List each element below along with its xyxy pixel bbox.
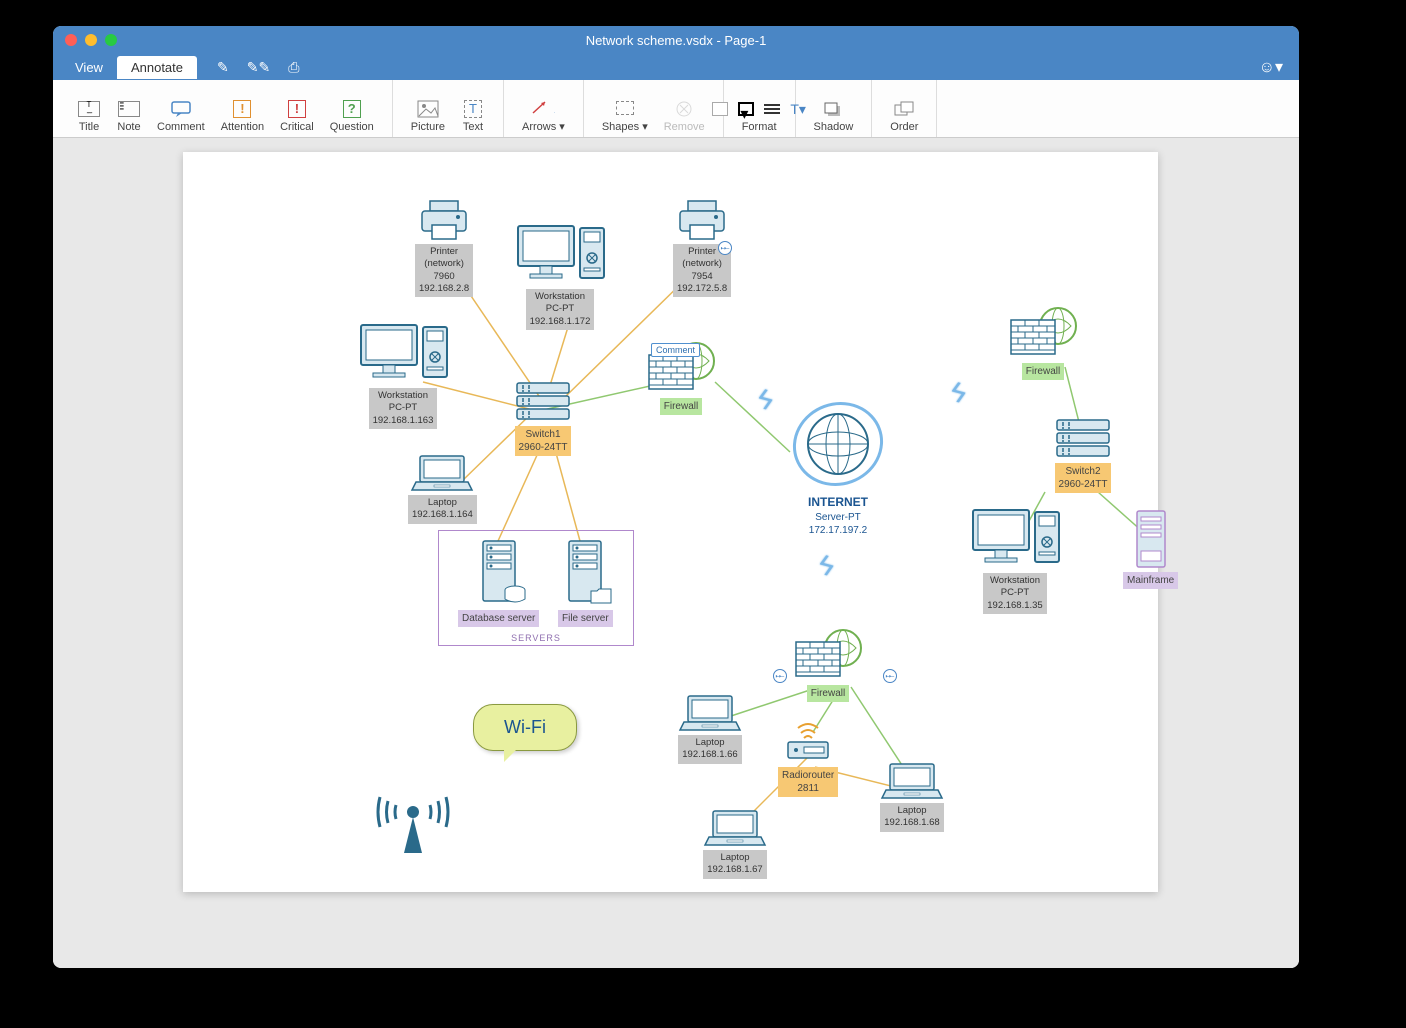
node-label: Firewall: [807, 685, 849, 702]
node-laptop4[interactable]: Laptop192.168.1.67: [703, 807, 767, 879]
node-ws3[interactable]: WorkstationPC-PT192.168.1.35: [965, 502, 1065, 614]
server-icon: [475, 537, 523, 609]
wifi-label: Wi-Fi: [504, 717, 546, 737]
signature-icon[interactable]: ✎: [217, 59, 229, 76]
wifi-antenna-icon: [368, 767, 458, 862]
question-button[interactable]: ?Question: [322, 85, 382, 137]
remove-button: Remove: [656, 85, 713, 137]
node-label: WorkstationPC-PT192.168.1.163: [369, 388, 438, 429]
page: SERVERS Printer(network)7960192.168.2.8 …: [183, 152, 1158, 892]
sign-multi-icon[interactable]: ✎✎: [247, 59, 270, 76]
node-printer1[interactable]: Printer(network)7960192.168.2.8: [415, 197, 473, 297]
link-marker-icon[interactable]: 𐎀: [773, 669, 787, 683]
node-switch2[interactable]: Switch22960-24TT: [1051, 414, 1115, 493]
node-label: WorkstationPC-PT192.168.1.35: [983, 573, 1046, 614]
menubar: ViewAnnotate ✎ ✎✎ ⎙ ☺▾: [53, 54, 1299, 80]
node-laptop1[interactable]: Laptop192.168.1.164: [408, 452, 477, 524]
app-window: Network scheme.vsdx - Page-1 ViewAnnotat…: [53, 26, 1299, 968]
text-button[interactable]: TText: [453, 85, 493, 137]
node-label: Laptop192.168.1.164: [408, 495, 477, 524]
node-label: Firewall: [1022, 363, 1064, 380]
laptop-icon: [678, 692, 742, 734]
node-label: Radiorouter2811: [778, 767, 838, 797]
close-button[interactable]: [65, 34, 77, 46]
toolbar: T---Title━━━NoteComment!Attention!Critic…: [53, 80, 1299, 138]
node-label: File server: [558, 610, 613, 627]
router-icon: [780, 722, 836, 766]
printer-icon: 𐎀: [674, 197, 730, 243]
node-label: WorkstationPC-PT192.168.1.172: [526, 289, 595, 330]
tab-annotate[interactable]: Annotate: [117, 56, 197, 79]
node-label: INTERNETServer-PT172.17.197.2: [804, 493, 872, 539]
node-label: Laptop192.168.1.66: [678, 735, 741, 764]
arrows-button[interactable]: Arrows ▾: [514, 85, 573, 137]
feedback-icon[interactable]: ☺▾: [1259, 57, 1291, 77]
node-label: Switch22960-24TT: [1055, 463, 1112, 493]
node-fw1[interactable]: Comment Firewall: [641, 337, 721, 415]
attention-button[interactable]: !Attention: [213, 85, 272, 137]
node-internet[interactable]: INTERNETServer-PT172.17.197.2: [788, 402, 888, 539]
shadow-button[interactable]: Shadow: [806, 85, 862, 137]
node-mainframe[interactable]: Mainframe: [1123, 507, 1178, 589]
node-label: Laptop192.168.1.67: [703, 850, 766, 879]
node-laptop2[interactable]: Laptop192.168.1.66: [678, 692, 742, 764]
node-label: Laptop192.168.1.68: [880, 803, 943, 832]
node-label: Mainframe: [1123, 572, 1178, 589]
node-label: Firewall: [660, 398, 702, 415]
canvas[interactable]: SERVERS Printer(network)7960192.168.2.8 …: [53, 138, 1299, 968]
comment-button[interactable]: Comment: [149, 85, 213, 137]
tab-view[interactable]: View: [61, 56, 117, 79]
workstation-icon: [510, 218, 610, 288]
node-fileserver[interactable]: File server: [558, 537, 613, 627]
shapes-button[interactable]: Shapes ▾: [594, 85, 656, 137]
lightning-icon: ϟ: [947, 376, 970, 411]
globe-icon: [788, 402, 888, 492]
laptop-icon: [703, 807, 767, 849]
lightning-icon: ϟ: [815, 549, 838, 584]
mainframe-icon: [1131, 507, 1171, 571]
printer-icon: [416, 197, 472, 243]
firewall-icon: 𐎀𐎀: [788, 624, 868, 684]
node-fw2[interactable]: Firewall: [1003, 302, 1083, 380]
format-button[interactable]: ▾T▾Format: [734, 85, 785, 137]
wifi-callout[interactable]: Wi-Fi: [473, 704, 577, 751]
workstation-icon: [965, 502, 1065, 572]
node-ws1[interactable]: WorkstationPC-PT192.168.1.172: [510, 218, 610, 330]
node-printer2[interactable]: 𐎀 Printer(network)7954192.172.5.8: [673, 197, 731, 297]
picture-button[interactable]: Picture: [403, 85, 453, 137]
title-button[interactable]: T---Title: [69, 85, 109, 137]
node-fw3[interactable]: 𐎀𐎀 Firewall: [788, 624, 868, 702]
laptop-icon: [880, 760, 944, 802]
switch-icon: [1051, 414, 1115, 462]
server-icon: [561, 537, 609, 609]
laptop-icon: [410, 452, 474, 494]
note-button[interactable]: ━━━Note: [109, 85, 149, 137]
window-title: Network scheme.vsdx - Page-1: [53, 33, 1299, 48]
minimize-button[interactable]: [85, 34, 97, 46]
critical-button[interactable]: !Critical: [272, 85, 322, 137]
menubar-icons: ✎ ✎✎ ⎙: [217, 59, 299, 76]
servers-label: SERVERS: [439, 633, 633, 643]
node-laptop3[interactable]: Laptop192.168.1.68: [880, 760, 944, 832]
node-dbserver[interactable]: Database server: [458, 537, 539, 627]
maximize-button[interactable]: [105, 34, 117, 46]
order-button[interactable]: Order: [882, 85, 926, 137]
firewall-icon: [1003, 302, 1083, 362]
firewall-icon: Comment: [641, 337, 721, 397]
node-ws2[interactable]: WorkstationPC-PT192.168.1.163: [353, 317, 453, 429]
link-marker-icon[interactable]: 𐎀: [883, 669, 897, 683]
node-label: Switch12960-24TT: [515, 426, 572, 456]
lightning-icon: ϟ: [754, 383, 777, 418]
print-icon[interactable]: ⎙: [288, 59, 299, 76]
link-marker-icon[interactable]: 𐎀: [718, 241, 732, 255]
titlebar: Network scheme.vsdx - Page-1: [53, 26, 1299, 54]
comment-marker[interactable]: Comment: [651, 343, 700, 357]
workstation-icon: [353, 317, 453, 387]
node-label: Database server: [458, 610, 539, 627]
node-label: Printer(network)7960192.168.2.8: [415, 244, 473, 297]
node-router[interactable]: Radiorouter2811: [778, 722, 838, 797]
traffic-lights: [53, 34, 117, 46]
node-switch1[interactable]: Switch12960-24TT: [511, 377, 575, 456]
switch-icon: [511, 377, 575, 425]
